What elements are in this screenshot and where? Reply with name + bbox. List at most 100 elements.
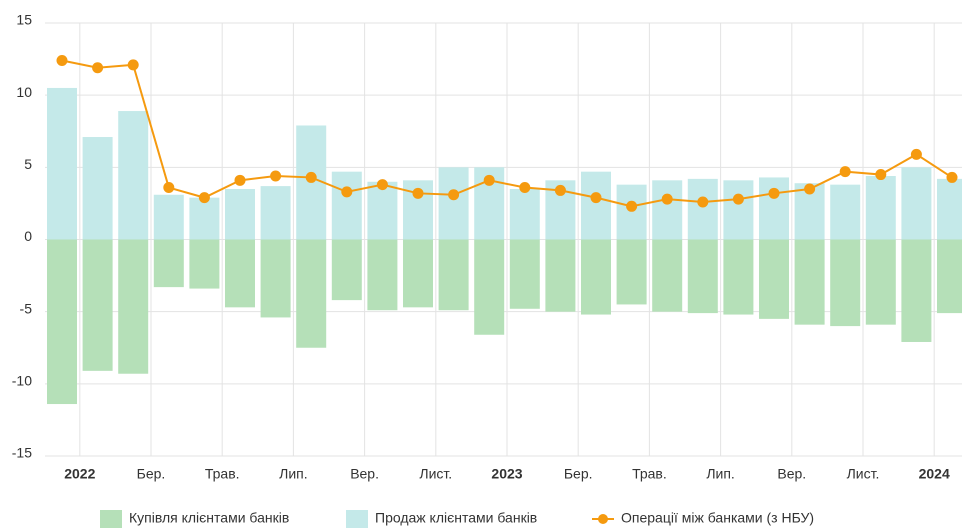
bar xyxy=(794,239,825,325)
bar xyxy=(581,239,611,315)
line-point xyxy=(412,187,424,199)
bar xyxy=(260,186,291,240)
x-tick-label: Трав. xyxy=(205,466,240,482)
bar xyxy=(937,239,962,314)
bar xyxy=(331,171,362,240)
bar xyxy=(937,178,962,240)
line-point xyxy=(376,179,388,191)
line-point xyxy=(768,187,780,199)
line-point xyxy=(127,59,139,71)
x-tick-label: 2023 xyxy=(491,466,522,482)
bar xyxy=(901,239,932,342)
line-point xyxy=(732,193,744,205)
x-tick-label: 2024 xyxy=(919,466,950,482)
legend-item: Купівля клієнтами банків xyxy=(100,510,289,528)
bar xyxy=(652,239,683,312)
x-tick-label: Бер. xyxy=(564,466,593,482)
bar xyxy=(509,239,540,309)
bar xyxy=(830,184,861,240)
x-tick-label: Лип. xyxy=(706,466,734,482)
x-tick-label: Бер. xyxy=(137,466,166,482)
bar xyxy=(652,180,683,240)
bar xyxy=(225,239,255,308)
bar xyxy=(687,178,718,240)
bar xyxy=(865,239,896,325)
bar xyxy=(367,239,398,311)
bar xyxy=(296,239,327,348)
line-point xyxy=(92,62,104,74)
line-point xyxy=(56,55,68,67)
bar xyxy=(225,188,255,240)
bar xyxy=(118,239,149,374)
bar xyxy=(723,180,754,240)
legend-swatch xyxy=(100,510,122,528)
bar xyxy=(47,87,77,240)
x-tick-label: Вер. xyxy=(777,466,806,482)
bar xyxy=(901,167,932,240)
bar xyxy=(687,239,718,314)
line-point xyxy=(483,174,495,186)
y-tick-label: -10 xyxy=(12,373,32,389)
x-tick-label: Лист. xyxy=(847,466,880,482)
bar xyxy=(509,188,540,240)
legend-label: Операції між банками (з НБУ) xyxy=(621,510,814,526)
y-tick-label: -5 xyxy=(20,300,33,316)
bar xyxy=(189,239,220,289)
x-tick-label: Лип. xyxy=(279,466,307,482)
legend-item: Продаж клієнтами банків xyxy=(346,510,537,528)
bar xyxy=(438,239,469,311)
legend-label: Купівля клієнтами банків xyxy=(129,510,289,526)
bar xyxy=(331,239,362,301)
line-point xyxy=(839,166,851,178)
line-point xyxy=(661,193,673,205)
bar xyxy=(260,239,291,318)
y-tick-label: 0 xyxy=(24,228,32,244)
bar xyxy=(723,239,754,315)
x-tick-label: Лист. xyxy=(419,466,452,482)
bar xyxy=(118,111,149,240)
line-point xyxy=(270,170,282,182)
bar xyxy=(830,239,861,327)
bar xyxy=(367,181,398,240)
legend-item: Операції між банками (з НБУ) xyxy=(592,510,814,526)
bar xyxy=(403,239,433,308)
line-point xyxy=(804,183,816,195)
bar xyxy=(82,239,113,371)
line-point xyxy=(198,192,210,204)
bar xyxy=(759,177,789,240)
line-point xyxy=(946,171,958,183)
bar xyxy=(47,239,77,405)
bar xyxy=(189,197,220,240)
line-point xyxy=(234,174,246,186)
bar xyxy=(581,171,611,240)
line-point xyxy=(341,186,353,198)
line-point xyxy=(554,184,566,196)
bar xyxy=(438,167,469,240)
x-tick-label: 2022 xyxy=(64,466,95,482)
y-tick-label: 5 xyxy=(24,156,32,172)
bar xyxy=(545,239,576,312)
line-point xyxy=(626,200,638,212)
bar xyxy=(616,239,647,305)
y-tick-label: 15 xyxy=(16,12,32,28)
legend-swatch xyxy=(346,510,368,528)
line xyxy=(61,59,953,208)
line-point xyxy=(875,169,887,181)
line-point xyxy=(590,192,602,204)
bar xyxy=(82,137,113,240)
bar xyxy=(153,194,184,240)
bar xyxy=(474,239,505,335)
bar xyxy=(759,239,789,319)
legend-label: Продаж клієнтами банків xyxy=(375,510,537,526)
x-tick-label: Вер. xyxy=(350,466,379,482)
line-point xyxy=(697,196,709,208)
y-tick-label: -15 xyxy=(12,445,32,461)
bar xyxy=(153,239,184,288)
bar xyxy=(865,175,896,240)
line-point xyxy=(448,189,460,201)
bar xyxy=(616,184,647,240)
y-tick-label: 10 xyxy=(16,84,32,100)
line-point xyxy=(163,182,175,194)
line-point xyxy=(519,182,531,194)
